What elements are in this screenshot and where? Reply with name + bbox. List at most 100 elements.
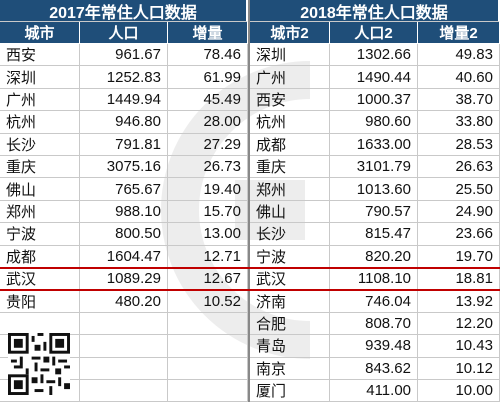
population-cell: 961.67 bbox=[80, 44, 168, 67]
population-cell: 988.10 bbox=[80, 200, 168, 224]
population-cell: 480.20 bbox=[80, 290, 168, 313]
increase-cell: 12.71 bbox=[168, 245, 248, 268]
population-cell: 820.20 bbox=[330, 245, 418, 268]
city-cell: 青岛 bbox=[250, 335, 330, 358]
increase-cell: 45.49 bbox=[168, 88, 248, 112]
column-header: 人口 bbox=[80, 22, 168, 44]
increase-cell: 40.60 bbox=[418, 66, 500, 89]
city-cell: 厦门 bbox=[250, 380, 330, 402]
increase-cell: 15.70 bbox=[168, 200, 248, 224]
city-cell: 佛山 bbox=[250, 200, 330, 224]
city-cell: 宁波 bbox=[0, 223, 80, 246]
increase-cell: 27.29 bbox=[168, 133, 248, 156]
increase-cell: 78.46 bbox=[168, 44, 248, 67]
city-cell: 杭州 bbox=[0, 111, 80, 134]
population-cell: 1302.66 bbox=[330, 44, 418, 67]
increase-cell: 28.53 bbox=[418, 133, 500, 156]
city-cell: 广州 bbox=[250, 66, 330, 89]
city-cell: 长沙 bbox=[0, 133, 80, 156]
empty-cell bbox=[80, 335, 168, 358]
city-cell: 郑州 bbox=[250, 178, 330, 201]
table-title-0: 2017年常住人口数据 bbox=[0, 0, 248, 22]
empty-cell bbox=[80, 357, 168, 380]
population-cell: 1000.37 bbox=[330, 88, 418, 112]
city-cell: 成都 bbox=[0, 245, 80, 268]
increase-cell: 19.70 bbox=[418, 245, 500, 268]
city-cell: 长沙 bbox=[250, 223, 330, 246]
city-cell: 合肥 bbox=[250, 312, 330, 336]
increase-cell: 18.81 bbox=[418, 268, 500, 291]
empty-cell bbox=[168, 380, 248, 402]
population-cell: 1633.00 bbox=[330, 133, 418, 156]
population-cell: 800.50 bbox=[80, 223, 168, 246]
empty-cell bbox=[80, 312, 168, 336]
increase-cell: 12.67 bbox=[168, 268, 248, 291]
population-cell: 1013.60 bbox=[330, 178, 418, 201]
population-cell: 946.80 bbox=[80, 111, 168, 134]
city-cell: 杭州 bbox=[250, 111, 330, 134]
increase-cell: 12.20 bbox=[418, 312, 500, 336]
population-cell: 980.60 bbox=[330, 111, 418, 134]
population-cell: 1108.10 bbox=[330, 268, 418, 291]
column-header: 人口2 bbox=[330, 22, 418, 44]
population-cell: 939.48 bbox=[330, 335, 418, 358]
city-cell: 重庆 bbox=[250, 156, 330, 179]
increase-cell: 33.80 bbox=[418, 111, 500, 134]
empty-cell bbox=[168, 335, 248, 358]
increase-cell: 26.63 bbox=[418, 156, 500, 179]
increase-cell: 19.40 bbox=[168, 178, 248, 201]
increase-cell: 25.50 bbox=[418, 178, 500, 201]
highlight-line-bottom bbox=[0, 289, 500, 292]
population-cell: 843.62 bbox=[330, 357, 418, 380]
table-separator bbox=[248, 0, 250, 402]
column-header: 增量 bbox=[168, 22, 248, 44]
increase-cell: 10.43 bbox=[418, 335, 500, 358]
increase-cell: 49.83 bbox=[418, 44, 500, 67]
population-cell: 1089.29 bbox=[80, 268, 168, 291]
population-cell: 411.00 bbox=[330, 380, 418, 402]
population-cell: 790.57 bbox=[330, 200, 418, 224]
increase-cell: 38.70 bbox=[418, 88, 500, 112]
increase-cell: 13.00 bbox=[168, 223, 248, 246]
empty-cell bbox=[0, 312, 80, 336]
city-cell: 贵阳 bbox=[0, 290, 80, 313]
city-cell: 深圳 bbox=[0, 66, 80, 89]
city-cell: 广州 bbox=[0, 88, 80, 112]
city-cell: 南京 bbox=[250, 357, 330, 380]
city-cell: 重庆 bbox=[0, 156, 80, 179]
table-title-1: 2018年常住人口数据 bbox=[250, 0, 500, 22]
city-cell: 武汉 bbox=[250, 268, 330, 291]
city-cell: 郑州 bbox=[0, 200, 80, 224]
city-cell: 宁波 bbox=[250, 245, 330, 268]
city-cell: 佛山 bbox=[0, 178, 80, 201]
city-cell: 成都 bbox=[250, 133, 330, 156]
city-cell: 济南 bbox=[250, 290, 330, 313]
city-cell: 西安 bbox=[250, 88, 330, 112]
population-cell: 1490.44 bbox=[330, 66, 418, 89]
increase-cell: 23.66 bbox=[418, 223, 500, 246]
empty-cell bbox=[168, 312, 248, 336]
increase-cell: 10.00 bbox=[418, 380, 500, 402]
qr-code-icon bbox=[8, 333, 70, 395]
increase-cell: 10.52 bbox=[168, 290, 248, 313]
population-cell: 746.04 bbox=[330, 290, 418, 313]
city-cell: 武汉 bbox=[0, 268, 80, 291]
population-cell: 815.47 bbox=[330, 223, 418, 246]
column-header: 城市 bbox=[0, 22, 80, 44]
highlight-line-top bbox=[0, 267, 500, 269]
population-cell: 808.70 bbox=[330, 312, 418, 336]
population-cell: 791.81 bbox=[80, 133, 168, 156]
population-cell: 1252.83 bbox=[80, 66, 168, 89]
population-cell: 3075.16 bbox=[80, 156, 168, 179]
column-header: 增量2 bbox=[418, 22, 500, 44]
population-cell: 1449.94 bbox=[80, 88, 168, 112]
column-header: 城市2 bbox=[250, 22, 330, 44]
increase-cell: 10.12 bbox=[418, 357, 500, 380]
empty-cell bbox=[168, 357, 248, 380]
empty-cell bbox=[80, 380, 168, 402]
increase-cell: 13.92 bbox=[418, 290, 500, 313]
population-cell: 765.67 bbox=[80, 178, 168, 201]
population-cell: 1604.47 bbox=[80, 245, 168, 268]
increase-cell: 61.99 bbox=[168, 66, 248, 89]
